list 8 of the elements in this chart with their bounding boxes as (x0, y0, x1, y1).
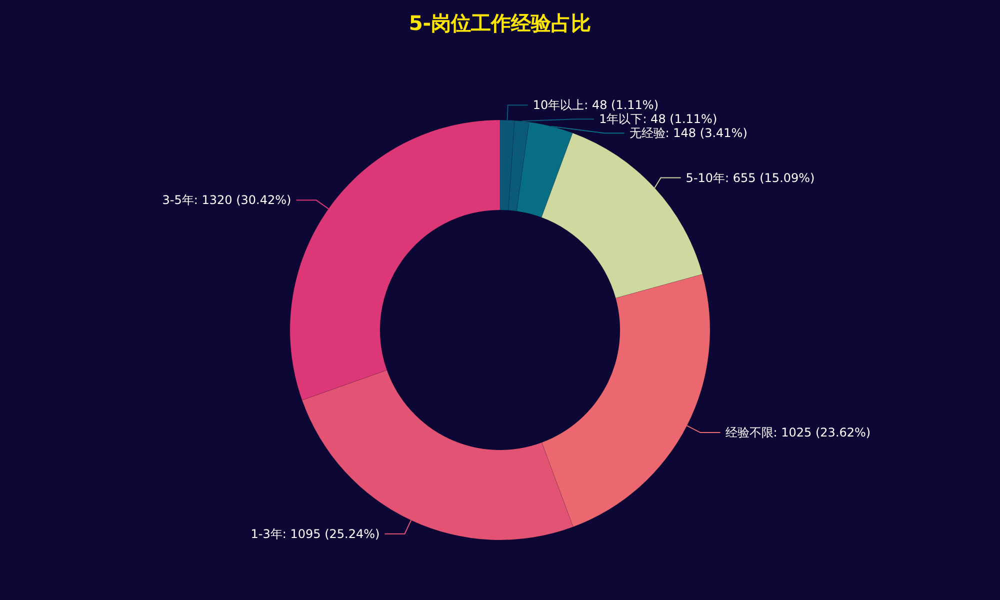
slice-label: 1-3年: 1095 (25.24%) (250, 526, 380, 541)
slice-label: 1年以下: 48 (1.11%) (599, 112, 718, 126)
slice-label: 10年以上: 48 (1.11%) (532, 98, 659, 112)
slice-label: 5-10年: 655 (15.09%) (686, 170, 815, 185)
slice-label: 3-5年: 1320 (30.42%) (162, 193, 292, 208)
slice-label: 经验不限: 1025 (23.62%) (725, 426, 871, 440)
chart-title: 5-岗位工作经验占比 (408, 11, 592, 35)
slice-label: 无经验: 148 (3.41%) (629, 126, 748, 140)
